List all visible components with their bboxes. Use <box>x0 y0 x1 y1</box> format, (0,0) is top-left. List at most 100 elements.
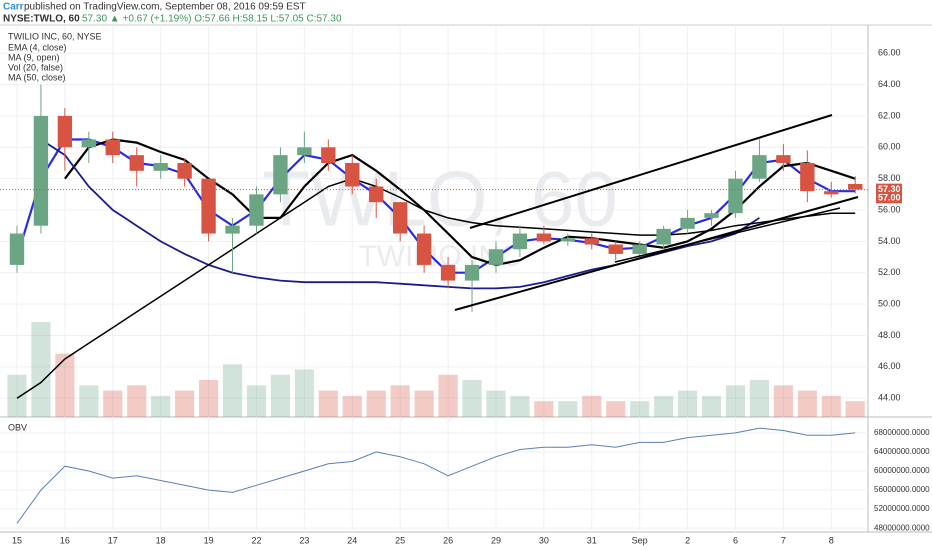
candle-body <box>201 178 216 234</box>
volume-bar <box>725 385 746 417</box>
x-tick-label: 24 <box>347 535 357 545</box>
x-tick-label: 6 <box>733 535 738 545</box>
volume-bar <box>198 380 219 417</box>
quote: 57.30 ▲ +0.67 (+1.19%) O:57.66 H:58.15 L… <box>82 14 342 25</box>
y-tick-label: 62.00 <box>878 110 901 120</box>
trend-line[interactable] <box>469 114 833 229</box>
y-tick-label: 48.00 <box>878 330 901 340</box>
x-tick-label: 15 <box>12 535 22 545</box>
price-label: 57.00 <box>878 193 901 203</box>
volume-bar <box>486 390 506 417</box>
x-tick-label: 16 <box>60 535 70 545</box>
candle-body <box>273 155 288 195</box>
price-label: 57.30 <box>878 184 901 194</box>
candle-body <box>81 139 97 148</box>
x-tick-label: Sep <box>632 535 648 545</box>
candle-body <box>321 147 336 163</box>
volume-bar <box>845 401 865 417</box>
y-tick-label: 58.00 <box>878 173 901 183</box>
x-tick-label: 26 <box>443 535 453 545</box>
candle-body <box>632 244 647 254</box>
volume-bar <box>7 374 27 417</box>
volume-bar <box>606 401 626 417</box>
candle-body <box>536 233 552 242</box>
candle-body <box>848 183 863 190</box>
trend-line[interactable] <box>614 207 841 263</box>
legend-entry: MA (50, close) <box>8 72 66 82</box>
y-tick-label: 64.00 <box>878 79 901 89</box>
volume-bar <box>701 395 722 417</box>
volume-bar <box>151 395 171 417</box>
volume-bar <box>127 385 147 417</box>
volume-bar <box>582 395 602 417</box>
volume-bar <box>318 390 338 417</box>
volume-bar <box>55 353 75 417</box>
candle-body <box>488 249 504 265</box>
y-tick-label: 50.00 <box>878 298 901 308</box>
volume-bar <box>462 380 482 417</box>
series-line <box>64 138 856 267</box>
x-tick-label: 30 <box>539 535 549 545</box>
candle-body <box>440 264 456 281</box>
candle-body <box>824 191 839 195</box>
volume-bar <box>270 374 291 417</box>
y-tick-label: 48000000.0000 <box>874 523 930 532</box>
volume-bar <box>749 380 770 417</box>
volume-bar <box>773 385 793 417</box>
volume-bar <box>175 390 195 417</box>
candle-body <box>392 202 408 234</box>
candle-body <box>704 213 719 218</box>
trend-line[interactable] <box>454 196 859 311</box>
candle-body <box>297 147 312 156</box>
y-tick-label: 68000000.0000 <box>874 428 930 437</box>
candle-body <box>345 162 360 187</box>
volume-bar <box>390 385 410 417</box>
y-tick-label: 64000000.0000 <box>874 447 930 456</box>
x-tick-label: 17 <box>108 535 118 545</box>
price-label-box <box>876 192 902 204</box>
y-tick-label: 44.00 <box>878 393 901 403</box>
legend-entry: Vol (20, false) <box>8 62 63 72</box>
price-label-box <box>876 183 902 195</box>
plot: 15 16 17 18 19 22 23 24 25 26 29 30 31 Sep 2 6 7 844.0046… <box>0 25 930 545</box>
volume-bar <box>246 385 267 417</box>
candle-body <box>33 115 49 226</box>
volume-bar <box>294 369 314 417</box>
candle-body <box>680 217 695 229</box>
candle-body <box>656 228 671 245</box>
volume-bar <box>630 401 650 417</box>
series-line <box>16 427 856 524</box>
candle-body <box>177 162 192 179</box>
candle-body <box>560 238 576 242</box>
candle-body <box>776 155 791 163</box>
candle-body <box>512 233 528 250</box>
series-line <box>16 177 856 399</box>
x-tick-label: 22 <box>251 535 261 545</box>
volume-bar <box>31 322 51 417</box>
legend-entry: MA (9, open) <box>8 52 60 62</box>
published: published on TradingView.com, September … <box>24 2 306 13</box>
x-tick-label: 31 <box>587 535 597 545</box>
candle-body <box>9 233 25 265</box>
x-tick-label: 8 <box>829 535 834 545</box>
candle-body <box>129 155 144 171</box>
author[interactable]: Carr <box>3 2 24 13</box>
volume-bar <box>797 390 817 417</box>
volume-bar <box>414 390 434 417</box>
candle-body <box>728 178 743 214</box>
volume-bar <box>534 401 554 417</box>
x-tick-label: 18 <box>156 535 166 545</box>
candle-body <box>57 115 73 148</box>
candle-body <box>464 264 480 281</box>
candle-body <box>800 162 815 192</box>
y-tick-label: 52.00 <box>878 267 901 277</box>
volume-bar <box>654 395 674 417</box>
x-tick-label: 19 <box>204 535 214 545</box>
y-tick-label: 52000000.0000 <box>874 504 930 513</box>
x-tick-label: 2 <box>685 535 690 545</box>
volume-bar <box>821 395 841 417</box>
volume-bar <box>438 374 458 417</box>
candle-body <box>249 194 264 226</box>
candle-body <box>225 225 240 234</box>
volume-bar <box>79 385 99 417</box>
